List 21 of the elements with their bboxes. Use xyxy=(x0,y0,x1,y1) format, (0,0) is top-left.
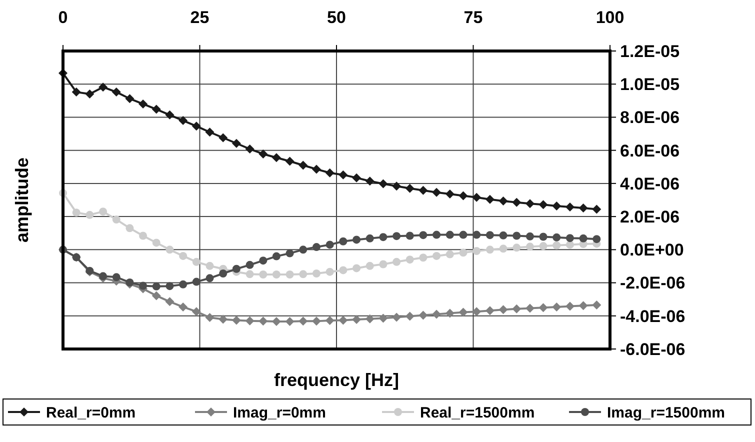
y-tick-label: -2.0E-06 xyxy=(620,274,686,293)
x-tick-label: 75 xyxy=(464,8,483,27)
y-tick-label: -6.0E-06 xyxy=(620,340,686,359)
x-axis-title: frequency [Hz] xyxy=(274,370,400,390)
y-tick-label: 8.0E-06 xyxy=(620,108,680,128)
x-tick-label: 0 xyxy=(58,8,68,27)
x-tick-label: 100 xyxy=(596,8,624,27)
legend-label: Real_r=1500mm xyxy=(420,404,535,422)
y-axis-title: amplitude xyxy=(12,157,32,243)
y-tick-label: 1.0E-05 xyxy=(620,75,680,94)
legend-label: Imag_r=0mm xyxy=(233,404,326,422)
x-tick-label: 25 xyxy=(190,8,210,27)
y-tick-label: 0.0E+00 xyxy=(620,240,684,260)
y-tick-label: -4.0E-06 xyxy=(620,306,686,326)
y-tick-label: 6.0E-06 xyxy=(620,141,680,160)
legend-label: Real_r=0mm xyxy=(46,404,136,422)
y-tick-label: 4.0E-06 xyxy=(620,174,680,194)
y-tick-label: 2.0E-06 xyxy=(620,208,680,227)
x-tick-label: 50 xyxy=(327,8,346,27)
y-tick-label: 1.2E-05 xyxy=(620,42,680,61)
legend-label: Imag_r=1500mm xyxy=(607,404,725,422)
